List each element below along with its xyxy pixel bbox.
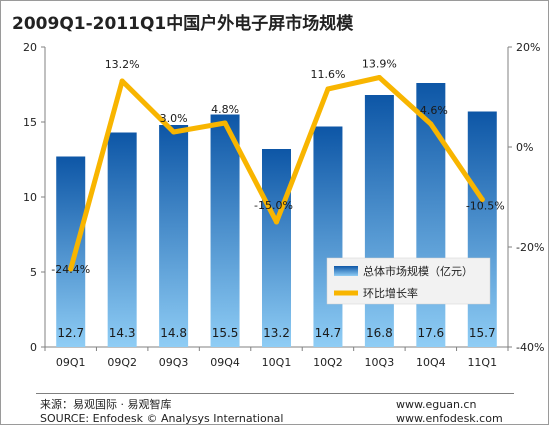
bar-value-label: 13.2 xyxy=(263,326,290,340)
url-eguan: www.eguan.cn xyxy=(396,398,477,411)
x-tick-label: 09Q2 xyxy=(107,356,137,369)
left-tick-label: 0 xyxy=(30,341,37,354)
bar xyxy=(210,114,240,347)
right-tick-label: 20% xyxy=(516,41,540,54)
bar xyxy=(467,111,497,347)
x-tick-label: 10Q2 xyxy=(313,356,343,369)
growth-rate-point xyxy=(274,219,279,225)
x-tick-label: 09Q3 xyxy=(159,356,189,369)
x-tick-label: 10Q1 xyxy=(262,356,292,369)
growth-rate-label: 4.6% xyxy=(420,104,448,117)
bar xyxy=(56,156,86,347)
growth-rate-label: -15.0% xyxy=(254,199,293,212)
footer-divider xyxy=(36,393,514,394)
bar-value-label: 15.7 xyxy=(469,326,496,340)
bar-value-label: 16.8 xyxy=(366,326,393,340)
growth-rate-point xyxy=(376,75,382,80)
growth-rate-point xyxy=(222,120,228,126)
growth-rate-point xyxy=(171,129,177,135)
right-tick-label: -20% xyxy=(516,241,544,254)
url-enfodesk: www.enfodesk.com xyxy=(396,412,503,425)
x-tick-label: 11Q1 xyxy=(467,356,497,369)
bar xyxy=(364,95,394,347)
footer-source: 来源：易观国际 · 易观智库 SOURCE: Enfodesk © Analys… xyxy=(40,398,283,426)
legend-swatch-bar xyxy=(334,266,358,276)
left-tick-label: 20 xyxy=(23,41,37,54)
bar-value-label: 15.5 xyxy=(212,326,239,340)
footer-urls: www.eguan.cn www.enfodesk.com xyxy=(396,398,503,426)
growth-rate-point xyxy=(119,78,125,84)
growth-rate-label: 3.0% xyxy=(160,112,188,125)
growth-rate-point xyxy=(479,197,485,202)
left-tick-label: 5 xyxy=(30,266,37,279)
growth-rate-label: 13.2% xyxy=(105,58,140,71)
left-tick-label: 10 xyxy=(23,191,37,204)
chart-title: 2009Q1-2011Q1中国户外电子屏市场规模 xyxy=(12,14,354,34)
growth-rate-label: 4.8% xyxy=(211,103,239,116)
growth-rate-point xyxy=(428,121,434,127)
bar xyxy=(107,132,137,347)
x-tick-label: 10Q3 xyxy=(365,356,395,369)
legend-label-bar: 总体市场规模（亿元） xyxy=(363,264,473,278)
growth-rate-label: -10.5% xyxy=(466,200,505,213)
growth-rate-label: 11.6% xyxy=(310,68,345,81)
growth-rate-point xyxy=(68,266,74,272)
x-tick-label: 09Q1 xyxy=(56,356,86,369)
legend-box xyxy=(326,257,491,305)
bar xyxy=(313,126,343,347)
x-tick-label: 10Q4 xyxy=(416,356,446,369)
bar-value-label: 12.7 xyxy=(57,326,84,340)
bar xyxy=(262,149,291,347)
bar-value-label: 14.8 xyxy=(160,326,187,340)
bar-value-label: 14.3 xyxy=(109,326,136,340)
source-cn: 来源：易观国际 · 易观智库 xyxy=(40,398,172,411)
growth-rate-label: 13.9% xyxy=(362,58,397,71)
left-tick-label: 15 xyxy=(23,116,37,129)
bar-value-label: 17.6 xyxy=(417,326,444,340)
legend-label-line: 环比增长率 xyxy=(363,286,418,300)
bar xyxy=(159,125,189,347)
growth-rate-label: -24.4% xyxy=(51,263,90,276)
growth-rate-point xyxy=(325,86,331,92)
x-tick-label: 09Q4 xyxy=(210,356,240,369)
source-en: SOURCE: Enfodesk © Analysys Internationa… xyxy=(40,412,284,425)
bar-value-label: 14.7 xyxy=(315,326,342,340)
right-tick-label: -40% xyxy=(516,341,544,354)
right-tick-label: 0% xyxy=(516,141,533,154)
